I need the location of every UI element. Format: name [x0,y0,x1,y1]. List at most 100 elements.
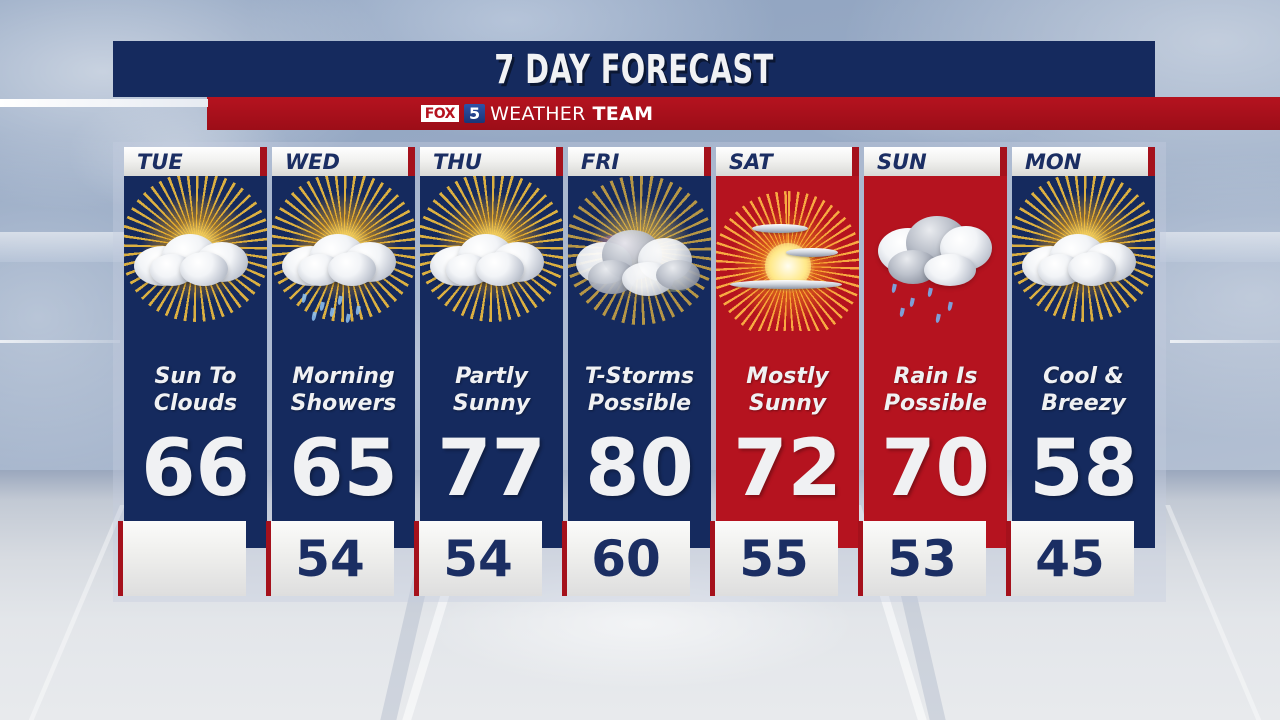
background-rail [1170,340,1280,343]
forecast-column-body: Rain Is Possible 70 [864,176,1007,548]
low-accent-bar [1006,521,1011,596]
condition-line-2: Possible [883,391,988,416]
high-temperature: 70 [881,424,990,514]
low-temperature-row: 54 54 60 55 53 45 [113,521,1166,596]
condition-text: Rain Is Possible [864,363,1007,417]
fox5-weather-team-logo: FOX 5 WEATHER TEAM [207,97,867,130]
day-header: MON [1012,147,1155,176]
low-accent-bar [414,521,419,596]
low-accent-bar [118,521,123,596]
high-temperature: 66 [141,424,250,514]
condition-text: Morning Showers [272,363,415,417]
high-temperature: 65 [289,424,398,514]
low-temperature: 45 [1035,529,1105,588]
day-header: SUN [864,147,1007,176]
condition-line-2: Breezy [1041,391,1126,416]
rain-cloud-icon [864,176,1007,331]
cloud-shape [180,252,228,286]
channel-5-badge: 5 [463,104,486,123]
weather-word: WEATHER [490,102,586,125]
brand-bar-white-tab [0,99,208,107]
day-label: TUE [137,149,183,174]
header-accent-bar [1000,147,1007,176]
forecast-column-sat[interactable]: SAT Mostly Sunny 72 [716,147,859,548]
condition-text: Mostly Sunny [716,363,859,417]
low-temperature-box: 54 [414,521,542,596]
raindrop-icon [311,311,317,322]
background-rail [0,340,120,343]
header-accent-bar [260,147,267,176]
raindrop-icon [927,287,933,298]
low-temperature-box [118,521,246,596]
low-temperature: 55 [739,529,809,588]
cloud-shape [476,252,524,286]
brand-bar [207,97,1280,130]
forecast-column-fri[interactable]: FRI T-Storms Possible 80 [568,147,711,548]
day-header: TUE [124,147,267,176]
day-header: SAT [716,147,859,176]
forecast-column-body: Morning Showers 65 [272,176,415,548]
condition-text: T-Storms Possible [568,363,711,417]
forecast-column-mon[interactable]: MON Cool & Breezy 58 [1012,147,1155,548]
page-title: 7 DAY FORECAST [494,47,774,93]
forecast-column-body: T-Storms Possible 80 [568,176,711,548]
forecast-column-wed[interactable]: WED Morning Showers 65 [272,147,415,548]
wispy-cloud-icon [786,248,838,257]
header-accent-bar [852,147,859,176]
day-label: MON [1025,149,1082,174]
header-accent-bar [556,147,563,176]
team-word: TEAM [592,102,654,125]
low-temperature: 54 [443,529,513,588]
low-accent-bar [858,521,863,596]
sun-behind-rain-cloud-icon [272,176,415,331]
rain-cloud-shape [924,254,976,286]
high-temperature: 77 [437,424,546,514]
raindrop-icon [947,301,953,312]
raindrop-icon [899,307,905,318]
forecast-column-sun[interactable]: SUN Rain Is Possible 70 [864,147,1007,548]
condition-line-2: Possible [587,391,692,416]
low-accent-bar [562,521,567,596]
sun-behind-cloud-icon [420,176,563,331]
forecast-column-body: Partly Sunny 77 [420,176,563,548]
day-label: THU [433,149,482,174]
day-label: FRI [581,149,620,174]
low-temperature: 53 [887,529,957,588]
weather-team-label: WEATHER TEAM [490,103,653,125]
raindrop-icon [909,297,915,308]
background-rail [1160,232,1280,262]
forecast-column-tue[interactable]: TUE Sun To Clouds 66 [124,147,267,548]
forecast-grid: TUE Sun To Clouds 66 WED Morning Showers 65 THU P… [124,147,1160,602]
cloud-shape [1068,252,1116,286]
raindrop-icon [891,283,897,294]
condition-line-2: Showers [290,391,397,416]
condition-line-1: Partly [455,364,528,389]
sun-behind-cloud-icon [124,176,267,331]
low-temperature: 54 [295,529,365,588]
background-rail [0,232,128,262]
low-temperature: 60 [591,529,661,588]
low-temperature-box: 45 [1006,521,1134,596]
high-temperature: 72 [733,424,842,514]
day-label: SAT [729,149,773,174]
condition-line-2: Clouds [153,391,238,416]
raindrop-icon [935,313,941,324]
thunderstorm-cloud-icon [568,176,711,331]
sun-with-wispy-clouds-icon [716,176,859,331]
condition-text: Sun To Clouds [124,363,267,417]
low-temperature-box: 60 [562,521,690,596]
storm-cloud-shape [656,260,700,290]
header-accent-bar [408,147,415,176]
forecast-column-thu[interactable]: THU Partly Sunny 77 [420,147,563,548]
condition-line-1: Cool & [1043,364,1124,389]
condition-line-1: Rain Is [893,364,978,389]
low-temperature-box: 55 [710,521,838,596]
high-temperature: 80 [585,424,694,514]
condition-text: Cool & Breezy [1012,363,1155,417]
forecast-column-body: Sun To Clouds 66 [124,176,267,548]
header-accent-bar [704,147,711,176]
forecast-column-body: Cool & Breezy 58 [1012,176,1155,548]
condition-text: Partly Sunny [420,363,563,417]
fox-wordmark: FOX [420,105,459,122]
condition-line-2: Sunny [748,391,827,416]
